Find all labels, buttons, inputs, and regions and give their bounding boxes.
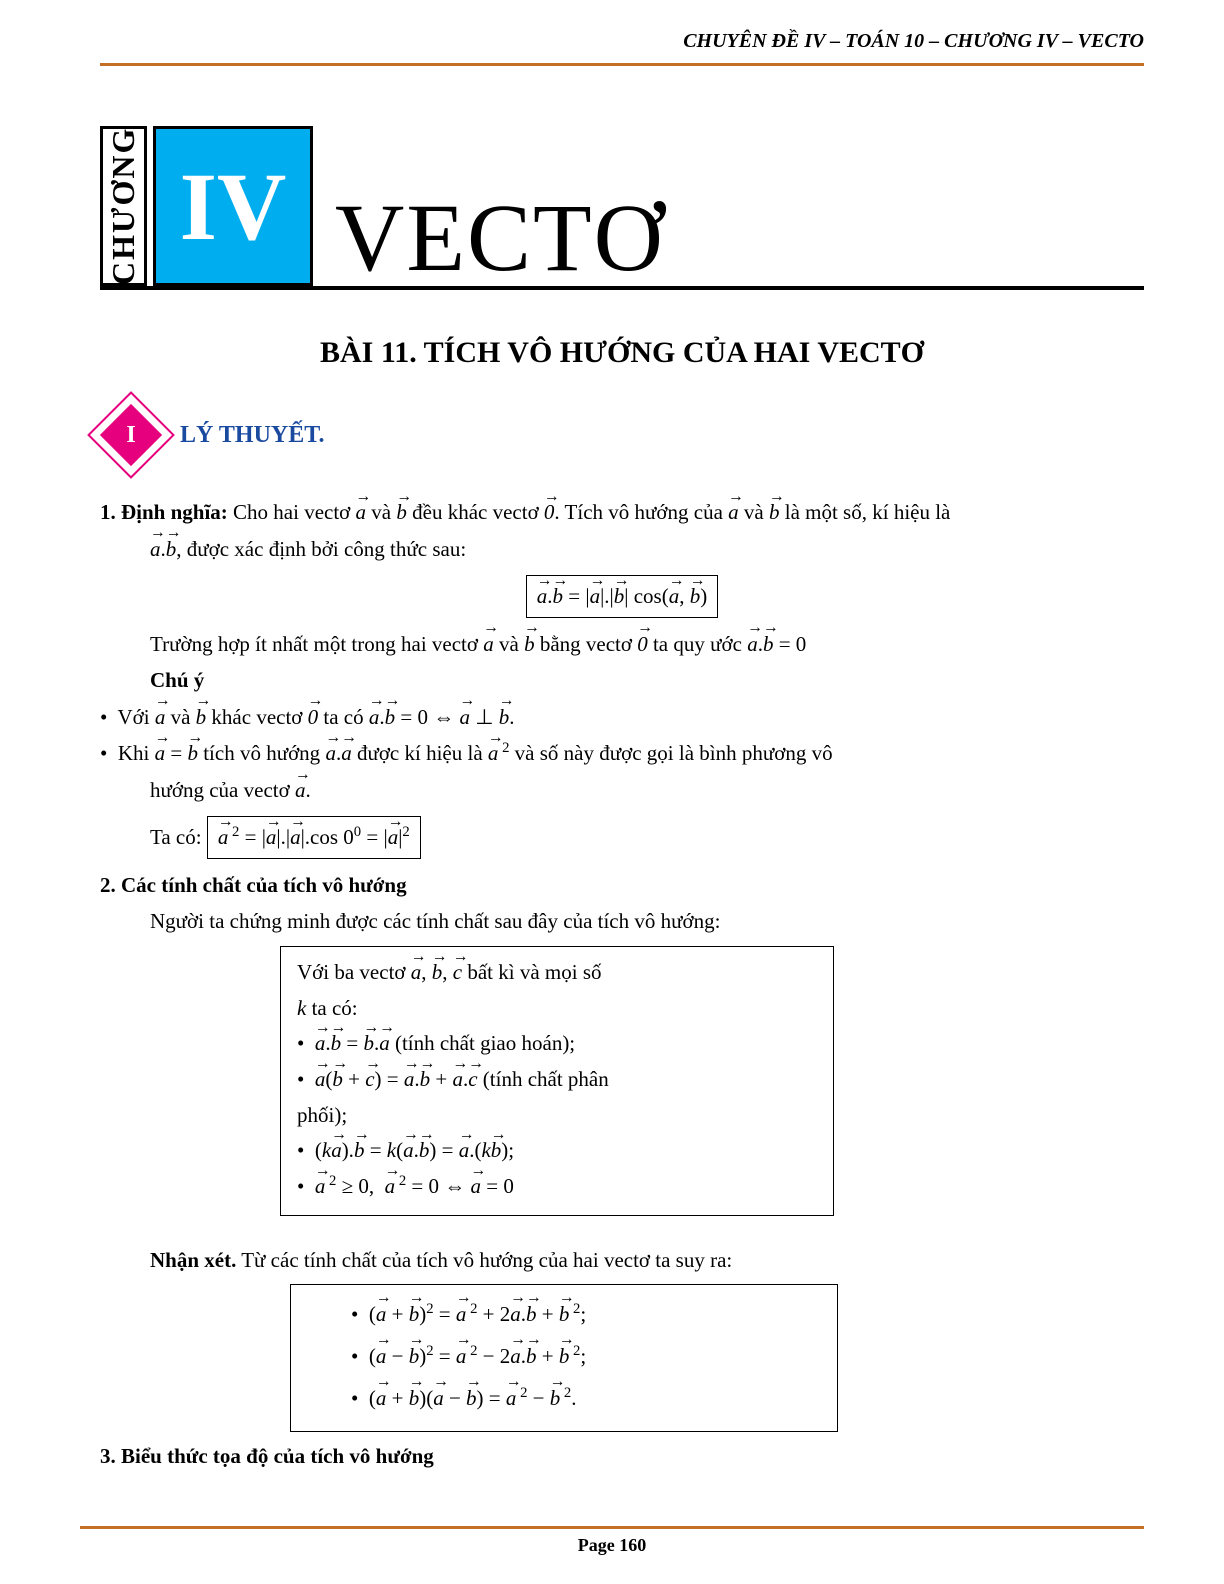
- diamond-icon: I: [100, 404, 162, 466]
- doc-header: CHUYÊN ĐỀ IV – TOÁN 10 – CHƯƠNG IV – VEC…: [100, 30, 1144, 53]
- chapter-banner: CHƯƠNG IV VECTƠ: [100, 116, 1144, 290]
- def-case: Trường hợp ít nhất một trong hai vectơ a…: [100, 628, 1144, 661]
- def-line1: 1. Định nghĩa: Cho hai vectơ a và b đều …: [100, 496, 1144, 529]
- header-rule: [100, 63, 1144, 66]
- lesson-title: BÀI 11. TÍCH VÔ HƯỚNG CỦA HAI VECTƠ: [100, 336, 1144, 370]
- def-formula-box: a.b = |a|.|b| cos(a, b): [526, 575, 718, 618]
- section-title: LÝ THUYẾT.: [180, 422, 324, 449]
- properties-box: Với ba vectơ a, b, c bất kì và mọi số k …: [280, 946, 834, 1216]
- body-content: 1. Định nghĩa: Cho hai vectơ a và b đều …: [100, 496, 1144, 1473]
- s3-heading: 3. Biểu thức tọa độ của tích vô hướng: [100, 1440, 1144, 1473]
- s2-intro: Người ta chứng minh được các tính chất s…: [100, 905, 1144, 938]
- note-b2b: hướng của vectơ a.: [100, 774, 1144, 807]
- s2-heading: 2. Các tính chất của tích vô hướng: [100, 869, 1144, 902]
- note-b1: • Với a và b khác vectơ 0 ta có a.b = 0 …: [100, 701, 1144, 734]
- page: CHUYÊN ĐỀ IV – TOÁN 10 – CHƯƠNG IV – VEC…: [0, 0, 1224, 1584]
- chapter-vertical-label: CHƯƠNG: [100, 126, 147, 286]
- footer: Page 160: [80, 1526, 1144, 1556]
- taco-line: Ta có: a 2 = |a|.|a|.cos 00 = |a|2: [100, 810, 1144, 865]
- def-line2: a.b, được xác định bởi công thức sau:: [100, 533, 1144, 566]
- note-label: Chú ý: [100, 664, 1144, 697]
- section-marker: I LÝ THUYẾT.: [100, 404, 1144, 466]
- remark-box: • (a + b)2 = a 2 + 2a.b + b 2; • (a − b)…: [290, 1284, 838, 1432]
- chapter-title: VECTƠ: [335, 190, 665, 286]
- def-formula-wrap: a.b = |a|.|b| cos(a, b): [100, 569, 1144, 624]
- page-number: Page 160: [80, 1535, 1144, 1556]
- chapter-number-box: IV: [153, 126, 313, 286]
- note-b2: • Khi a = b tích vô hướng a.a được kí hi…: [100, 737, 1144, 770]
- remark: Nhận xét. Từ các tính chất của tích vô h…: [100, 1244, 1144, 1277]
- section-number: I: [100, 404, 162, 466]
- footer-rule: [80, 1526, 1144, 1529]
- taco-formula-box: a 2 = |a|.|a|.cos 00 = |a|2: [207, 816, 421, 859]
